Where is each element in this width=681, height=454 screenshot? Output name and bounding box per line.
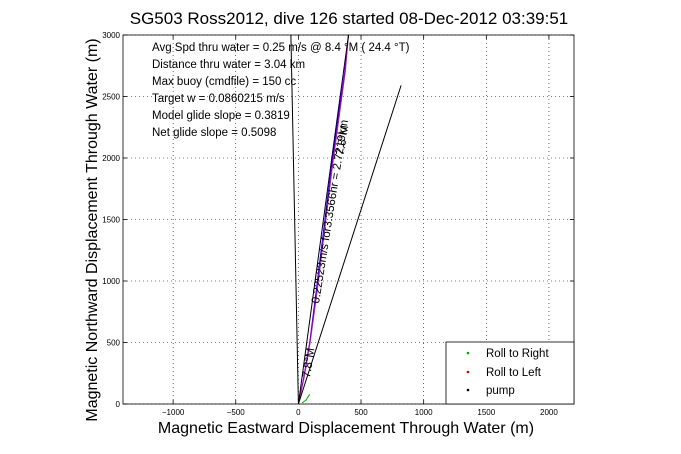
x-tick-label: 1500 — [477, 408, 495, 417]
series-layer — [290, 34, 402, 405]
series-line-2 — [297, 34, 349, 405]
x-tick-label: 0 — [296, 408, 301, 417]
legend-label-pump: pump — [486, 385, 515, 397]
annotation-distance: Distance thru water = 3.04 km — [152, 59, 305, 71]
x-tick-label: −500 — [227, 408, 246, 417]
y-tick-label: 1000 — [102, 277, 120, 286]
legend-label-roll-right: Roll to Right — [486, 348, 549, 360]
y-tick-label: 500 — [107, 339, 121, 348]
y-tick-label: 1500 — [102, 216, 120, 225]
series-line-1 — [297, 34, 349, 405]
annotation-block: Avg Spd thru water = 0.25 m/s @ 8.4 °M (… — [152, 42, 410, 139]
legend-marker-pump — [466, 388, 470, 392]
legend-marker-roll-right — [466, 351, 470, 355]
tick-layer: −1000 −500 0 500 1000 1500 2000 0 500 1000 1500 200… — [102, 31, 574, 417]
series-line-3 — [297, 85, 402, 405]
annotation-model-glide: Model glide slope = 0.3819 — [152, 110, 290, 122]
rotated-label-1: 7.8°M — [335, 124, 352, 156]
annotation-max-buoy: Max buoy (cmdfile) = 150 cc — [152, 76, 296, 88]
annotation-avg-speed: Avg Spd thru water = 0.25 m/s @ 8.4 °M (… — [152, 42, 410, 54]
x-tick-label: −1000 — [162, 408, 185, 417]
chart-title: SG503 Ross2012, dive 126 started 08-Dec-… — [130, 9, 569, 28]
legend-label-roll-left: Roll to Left — [486, 367, 542, 379]
y-tick-label: 2500 — [102, 93, 120, 102]
x-axis-label: Magnetic Eastward Displacement Through W… — [158, 420, 534, 437]
annotation-target-w: Target w = 0.0860215 m/s — [152, 93, 285, 105]
y-tick-label: 3000 — [102, 31, 120, 40]
series-line-5 — [301, 393, 311, 404]
y-tick-label: 0 — [116, 400, 121, 409]
grid-layer — [123, 34, 574, 405]
x-tick-label: 1000 — [415, 408, 433, 417]
y-tick-label: 2000 — [102, 154, 120, 163]
x-tick-label: 2000 — [540, 408, 558, 417]
rotated-label-2: 7.8°M — [301, 347, 318, 379]
annotation-net-glide: Net glide slope = 0.5098 — [152, 127, 276, 139]
legend: Roll to Right Roll to Left pump — [445, 341, 575, 405]
series-line-4 — [290, 34, 299, 405]
x-tick-label: 500 — [354, 408, 368, 417]
y-axis-label: Magnetic Northward Displacement Through … — [84, 38, 101, 421]
legend-marker-roll-left — [466, 370, 470, 374]
